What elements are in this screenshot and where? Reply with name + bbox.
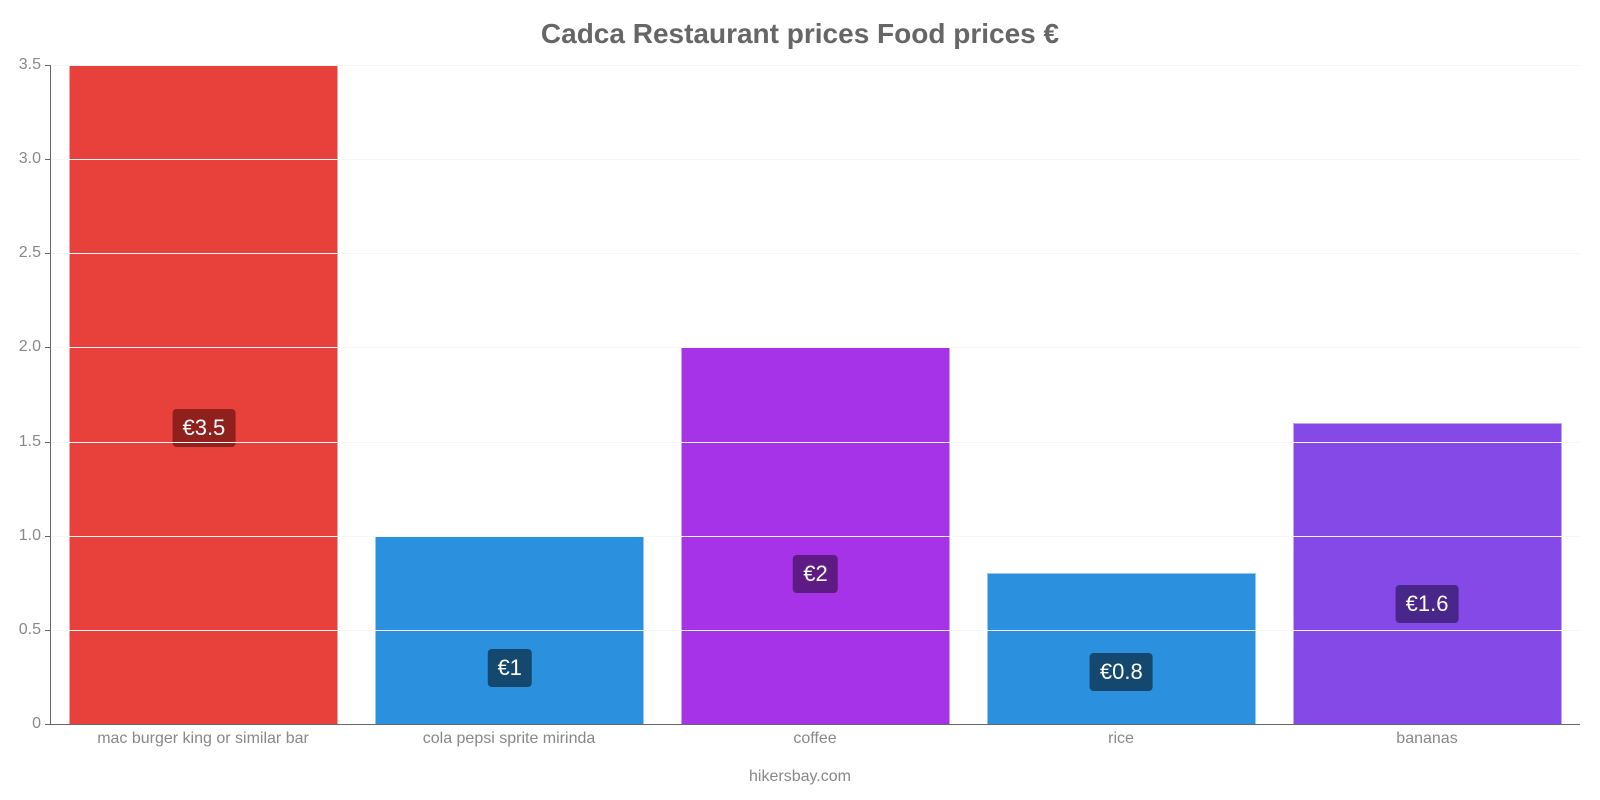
x-tick-label: cola pepsi sprite mirinda [356, 730, 662, 748]
bar: €3.5 [69, 65, 338, 724]
y-tick-label: 3.0 [19, 150, 41, 168]
chart-area: €3.5€1€2€0.8€1.6 00.51.01.52.02.53.03.5 [50, 65, 1580, 725]
y-tick-mark [45, 253, 51, 254]
y-tick-mark [45, 536, 51, 537]
bar-slot: €3.5 [51, 65, 357, 724]
gridline [51, 253, 1580, 254]
y-tick-mark [45, 65, 51, 66]
plot-area: €3.5€1€2€0.8€1.6 00.51.01.52.02.53.03.5 [50, 65, 1580, 725]
x-axis-labels: mac burger king or similar barcola pepsi… [50, 730, 1580, 748]
bars-container: €3.5 €1 €2 €0.8 €1.6 [51, 65, 1580, 724]
gridline [51, 536, 1580, 537]
bar-value-label: €2 [793, 555, 837, 593]
gridline [51, 159, 1580, 160]
bar-value-label: €1.6 [1396, 585, 1459, 623]
x-tick-label: mac burger king or similar bar [50, 730, 356, 748]
bar-value-label: €1 [487, 649, 531, 687]
y-tick-mark [45, 442, 51, 443]
x-tick-label: rice [968, 730, 1274, 748]
x-tick-label: bananas [1274, 730, 1580, 748]
gridline [51, 442, 1580, 443]
y-tick-label: 2.0 [19, 338, 41, 356]
bar-slot: €0.8 [968, 65, 1274, 724]
y-tick-label: 0.5 [19, 621, 41, 639]
x-tick-label: coffee [662, 730, 968, 748]
y-tick-mark [45, 159, 51, 160]
y-tick-label: 1.0 [19, 527, 41, 545]
y-tick-mark [45, 630, 51, 631]
bar: €1.6 [1293, 423, 1562, 724]
y-tick-label: 1.5 [19, 433, 41, 451]
y-tick-mark [45, 347, 51, 348]
y-tick-label: 0 [32, 715, 41, 733]
gridline [51, 65, 1580, 66]
bar-slot: €2 [663, 65, 969, 724]
chart-title: Cadca Restaurant prices Food prices € [0, 0, 1600, 50]
gridline [51, 347, 1580, 348]
bar: €0.8 [987, 573, 1256, 724]
chart-footer: hikersbay.com [0, 768, 1600, 786]
bar-slot: €1.6 [1274, 65, 1580, 724]
y-tick-label: 2.5 [19, 244, 41, 262]
gridline [51, 630, 1580, 631]
bar-slot: €1 [357, 65, 663, 724]
bar-value-label: €0.8 [1090, 653, 1153, 691]
y-tick-label: 3.5 [19, 56, 41, 74]
y-tick-mark [45, 724, 51, 725]
